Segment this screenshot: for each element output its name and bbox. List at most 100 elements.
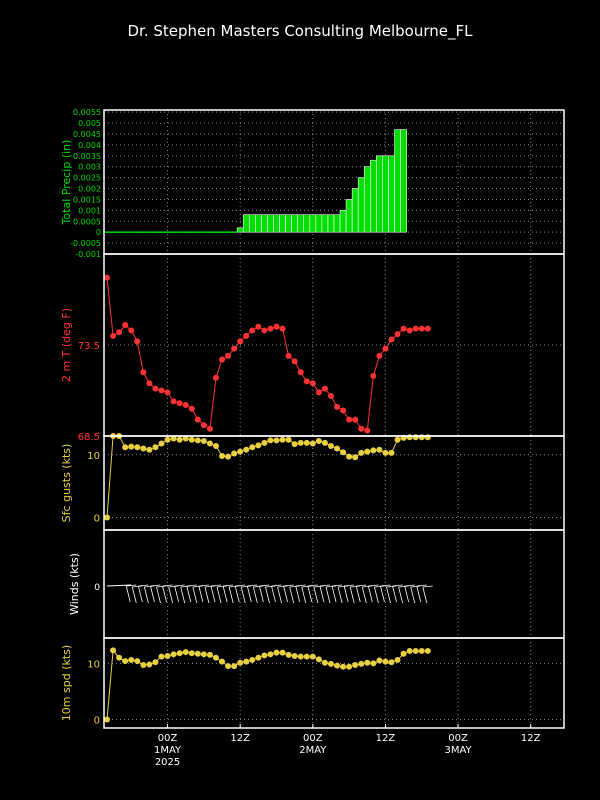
panel4-point-47	[388, 659, 395, 666]
panel4-point-35	[315, 656, 322, 663]
panel2-point-29	[279, 436, 286, 443]
wind-barb-10	[180, 586, 186, 604]
panel1-point-1	[110, 332, 117, 339]
precip-bar-31	[291, 214, 298, 233]
panel1-point-6	[140, 369, 147, 376]
xtick-label-4: 00Z	[448, 733, 468, 744]
panel2-point-17	[206, 440, 213, 447]
wind-barb-13	[198, 585, 204, 603]
panel2-point-15	[194, 437, 201, 444]
wind-shaft-5	[150, 584, 161, 587]
panel1-point-22	[237, 338, 244, 345]
wind-shaft-17	[223, 584, 234, 587]
panel4-point-0	[104, 716, 111, 723]
panel4-point-6	[140, 662, 147, 668]
panel4-point-5	[134, 658, 141, 665]
panel2-point-52	[418, 434, 425, 441]
panel2-point-27	[267, 437, 274, 444]
panel4-point-26	[261, 652, 268, 659]
panel1-point-2	[116, 329, 123, 336]
wind-barb-6	[156, 586, 161, 604]
xtick-label-1: 12Z	[230, 733, 250, 744]
panel2-point-25	[255, 442, 262, 449]
panel2-ytick-1: 0	[94, 513, 100, 524]
wind-shaft-13	[198, 584, 209, 587]
wind-shaft-29	[295, 584, 306, 587]
wind-barb-1	[125, 585, 131, 603]
precip-ylabel: Total Precip (in)	[60, 140, 73, 226]
precip-bar-22	[236, 227, 244, 233]
xtick-day-2: 2MAY	[299, 745, 327, 756]
panel1-point-53	[424, 325, 431, 332]
panel1-point-37	[327, 392, 334, 399]
precip-bar-45	[376, 155, 383, 233]
panel1-point-0	[104, 274, 111, 281]
panel4-point-21	[231, 663, 238, 670]
panel4-point-17	[206, 651, 213, 658]
precip-ytick-7: 0.0025	[73, 174, 101, 183]
panel2-point-7	[146, 446, 153, 453]
panel2-point-4	[128, 443, 135, 450]
wind-shaft-33	[319, 584, 330, 587]
wind-barb-29	[295, 585, 301, 603]
panel2-point-45	[376, 446, 383, 453]
panel1-point-24	[249, 327, 256, 334]
panel2-point-10	[164, 436, 171, 443]
wind-barb-25	[271, 585, 276, 603]
panel2-point-32	[297, 439, 304, 446]
wind-barb-24	[265, 586, 270, 604]
precip-ytick-1: -0.0005	[70, 239, 101, 248]
precip-bar-42	[357, 177, 365, 233]
panel1-point-42	[358, 425, 365, 432]
wind-barb-38	[349, 586, 355, 604]
panel4-point-16	[200, 651, 207, 658]
panel1-point-27	[267, 325, 274, 332]
panel2-point-30	[285, 436, 292, 443]
wind-barb-36	[337, 586, 343, 604]
wind-barb-42	[374, 586, 379, 604]
panel2-point-28	[273, 437, 280, 444]
panel4-point-32	[297, 653, 304, 660]
wind-barb-47	[404, 585, 410, 603]
panel4-point-31	[291, 653, 298, 659]
wind-shaft-41	[368, 584, 379, 587]
precip-bars	[104, 129, 407, 233]
precip-ytick-10: 0.004	[78, 141, 101, 150]
wind-barb-50	[422, 586, 428, 604]
panel1-point-49	[400, 325, 407, 332]
panel2-point-48	[394, 436, 401, 443]
wind-barb-23	[259, 585, 264, 603]
panel2-point-39	[340, 449, 347, 456]
panel2-point-47	[388, 449, 395, 456]
panel4-point-23	[243, 658, 250, 665]
panel2-markers	[104, 433, 431, 521]
wind-shaft-23	[259, 584, 270, 587]
panel2-point-33	[303, 439, 310, 446]
panel4-point-41	[352, 662, 359, 668]
wind-shaft-21	[247, 584, 258, 587]
panel2-ytick-0: 10	[87, 451, 100, 462]
panel1-point-12	[176, 400, 183, 407]
panel1-point-40	[346, 416, 353, 423]
panel2-point-3	[122, 444, 129, 451]
panel4-point-19	[219, 658, 226, 665]
wind-calm	[107, 584, 132, 587]
panel1-point-45	[376, 352, 383, 359]
panel1-point-26	[261, 327, 268, 334]
panel4-point-27	[267, 651, 274, 658]
panel2-point-8	[152, 444, 159, 451]
panel4-point-46	[382, 658, 389, 665]
panel4-point-34	[309, 653, 316, 660]
precip-bar-32	[297, 214, 305, 233]
panel1-point-47	[388, 336, 395, 343]
wind-barb-45	[392, 585, 397, 603]
precip-bar-44	[370, 159, 377, 233]
precip-ytick-12: 0.005	[78, 119, 101, 128]
panel4-ytick-0: 10	[87, 659, 100, 670]
wind-barb-19	[234, 585, 240, 603]
panel1-point-44	[370, 372, 377, 379]
precip-ytick-9: 0.0035	[73, 152, 101, 161]
wind-barb-18	[228, 586, 234, 604]
panel1-point-19	[219, 356, 226, 363]
panel1-point-33	[303, 378, 310, 385]
